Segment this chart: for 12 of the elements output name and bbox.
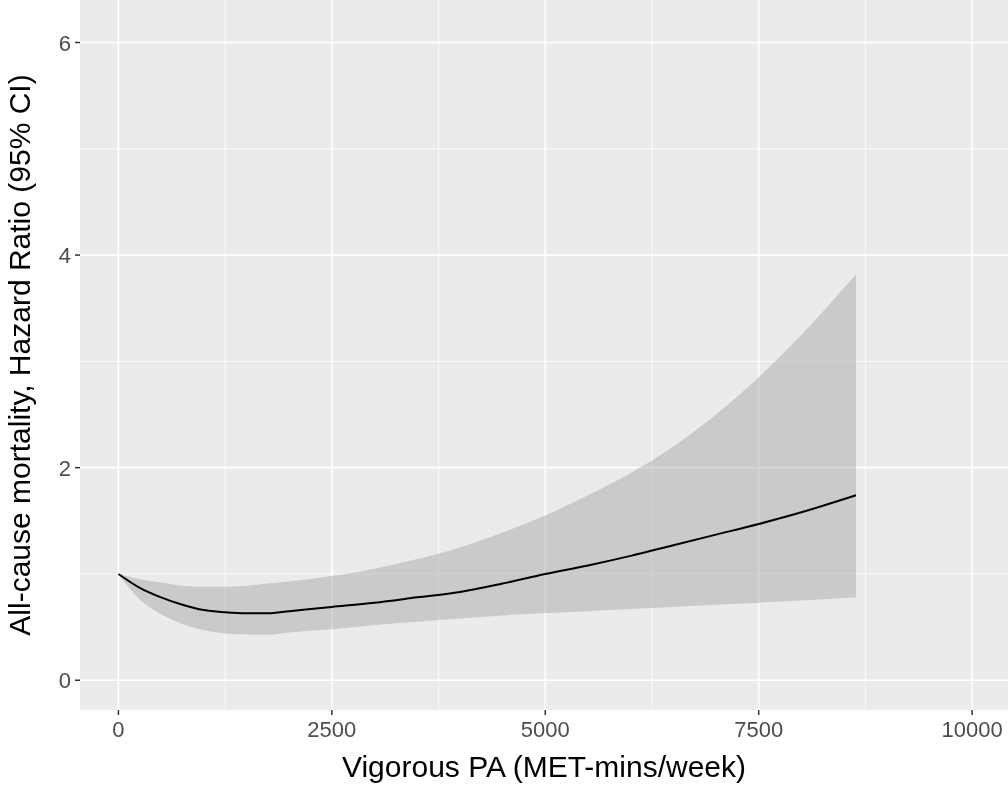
y-tick-label: 6 <box>58 30 71 56</box>
x-tick-label: 2500 <box>307 717 357 742</box>
y-axis-title: All-cause mortality, Hazard Ratio (95% CI) <box>3 74 36 636</box>
y-tick-label: 0 <box>58 668 71 694</box>
x-axis-title: Vigorous PA (MET-mins/week) <box>341 750 747 783</box>
x-tick-label: 5000 <box>520 717 570 742</box>
y-tick-label: 2 <box>58 455 71 481</box>
x-tick-label: 10000 <box>941 717 1003 742</box>
line-series <box>117 494 858 615</box>
y-tick-label: 4 <box>58 243 71 269</box>
x-tick-label: 0 <box>112 717 125 742</box>
x-tick-label: 7500 <box>734 717 784 742</box>
